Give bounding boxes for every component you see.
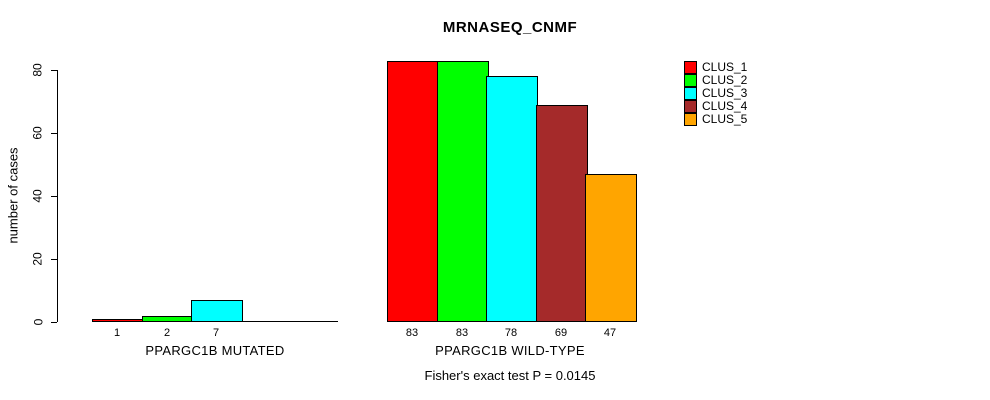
y-tick-label: 60	[30, 126, 45, 140]
bar-clus-5	[585, 174, 637, 322]
bar-group-mutated: 1 2 7	[92, 0, 339, 400]
legend-label: CLUS_5	[702, 112, 748, 126]
legend-label: CLUS_4	[702, 99, 748, 113]
bar-clus-3	[191, 300, 243, 322]
chart-title: MRNASEQ_CNMF	[442, 19, 578, 36]
x-axis-label-mutated: PPARGC1B MUTATED	[145, 343, 285, 358]
bar-clus-3	[486, 76, 538, 322]
bar-value-label: 69	[554, 327, 568, 339]
bar-value-label: 83	[405, 327, 419, 339]
fisher-test-annotation: Fisher's exact test P = 0.0145	[424, 368, 596, 383]
legend-item: CLUS_1	[684, 61, 747, 74]
bar-value-label: 7	[212, 327, 220, 339]
bar-value-label: 2	[163, 327, 171, 339]
legend: CLUS_1 CLUS_2 CLUS_3 CLUS_4 CLUS_5	[684, 61, 747, 126]
legend-swatch-clus-1	[684, 61, 697, 74]
bar-value-label: 1	[113, 327, 121, 339]
y-tick	[51, 133, 57, 134]
legend-swatch-clus-2	[684, 74, 697, 87]
legend-item: CLUS_5	[684, 113, 747, 126]
bar-clus-1	[92, 319, 144, 322]
bar-value-label: 83	[455, 327, 469, 339]
bar-clus-2	[142, 316, 194, 322]
legend-swatch-clus-4	[684, 100, 697, 113]
y-tick-label: 80	[30, 63, 45, 77]
bar-value-label: 78	[504, 327, 518, 339]
legend-swatch-clus-3	[684, 87, 697, 100]
y-tick-label: 40	[30, 189, 45, 203]
legend-swatch-clus-5	[684, 113, 697, 126]
legend-item: CLUS_4	[684, 100, 747, 113]
bar-clus-1	[387, 61, 439, 322]
x-axis-label-wildtype: PPARGC1B WILD-TYPE	[435, 343, 585, 358]
legend-label: CLUS_1	[702, 60, 748, 74]
y-tick	[51, 196, 57, 197]
y-tick	[51, 322, 57, 323]
y-tick	[51, 70, 57, 71]
y-tick	[51, 259, 57, 260]
bar-group-wildtype: 83 83 78 69 47	[387, 0, 637, 400]
bar-clus-4	[536, 105, 588, 322]
y-tick-label: 0	[31, 318, 45, 326]
bar-value-label: 47	[603, 327, 617, 339]
y-tick-label: 20	[30, 252, 45, 266]
y-axis-line	[57, 70, 58, 322]
legend-label: CLUS_2	[702, 73, 748, 87]
legend-item: CLUS_3	[684, 87, 747, 100]
legend-label: CLUS_3	[702, 86, 748, 100]
bar-clus-2	[437, 61, 489, 322]
legend-item: CLUS_2	[684, 74, 747, 87]
y-axis-label: number of cases	[5, 146, 21, 244]
